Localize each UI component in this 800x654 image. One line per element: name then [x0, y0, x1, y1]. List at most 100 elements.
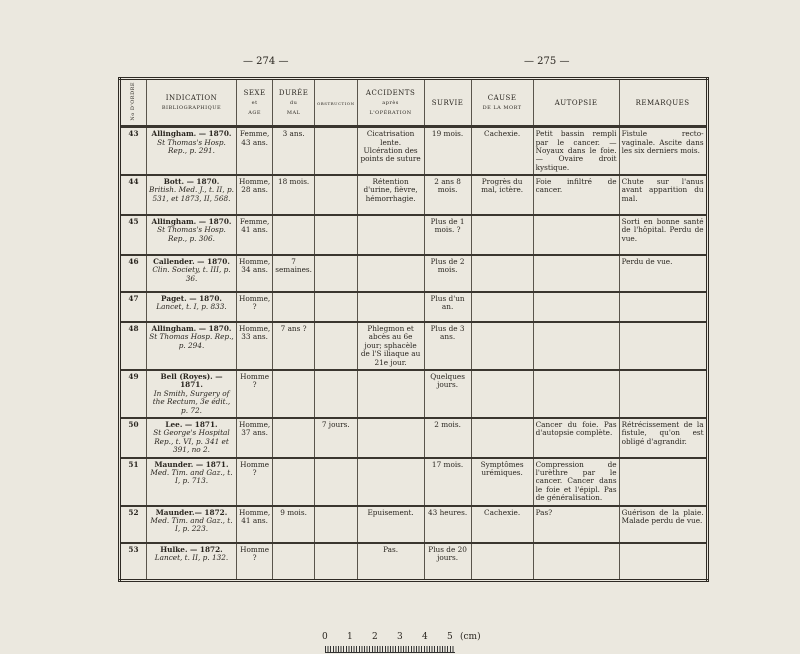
cell-indication: Allingham. — 1870. St Thomas's Hosp. Rep.…: [146, 214, 237, 256]
cell-sexe: Homme, 28 ans.: [235, 174, 274, 216]
cell-obstruction: [313, 254, 358, 293]
cell-num: 46: [119, 254, 147, 293]
author: Bell (Royes). — 1871.: [160, 372, 223, 390]
header-obstruction: OBSTRUCTION: [313, 77, 358, 129]
cell-indication: Allingham. — 1870. St Thomas Hosp. Rep., …: [146, 321, 237, 371]
cell-indication: Bell (Royes). — 1871. In Smith, Surgery o…: [146, 369, 237, 419]
cell-accidents: [356, 416, 425, 459]
table-row: 53 Hulke. — 1872. Lancet, t. II, p. 132. Ho…: [119, 541, 708, 581]
cell-sexe: Homme ?: [235, 456, 274, 506]
cell-obstruction: [313, 456, 358, 506]
cell-accidents: [356, 254, 425, 293]
author: Maunder. — 1871.: [154, 459, 229, 469]
cell-autopsie: Pas?: [532, 504, 620, 543]
author: Allingham. — 1870.: [151, 217, 232, 227]
cell-indication: Bott. — 1870. British. Med. J., t. II, p.…: [146, 174, 237, 216]
cell-duree: [272, 541, 315, 581]
scale-label: 2: [372, 632, 378, 642]
cell-autopsie: [532, 291, 620, 323]
cell-remarques: [618, 321, 708, 371]
table-row: 50 Lee. — 1871. St George's Hospital Rep.,…: [119, 416, 708, 459]
cell-survie: 19 mois.: [423, 125, 472, 176]
cell-survie: Plus de 1 mois. ?: [423, 214, 472, 256]
cell-cause: Cachexie.: [470, 504, 534, 543]
cell-num: 53: [119, 541, 147, 581]
table-row: 45 Allingham. — 1870. St Thomas's Hosp. Re…: [119, 214, 708, 256]
cell-survie: Plus de 20 jours.: [423, 541, 472, 581]
header-survie: SURVIE: [423, 77, 472, 129]
cell-sexe: Homme ?: [235, 369, 274, 419]
cell-num: 49: [119, 369, 147, 419]
case-table: No D'ORDRE INDICATION BIBLIOGRAPHIQUE SEX…: [118, 77, 709, 582]
author: Callender. — 1870.: [153, 257, 230, 267]
reference: In Smith, Surgery of the Rectum, 3e édit…: [152, 388, 231, 415]
cell-duree: [272, 291, 315, 323]
author: Allingham. — 1870.: [151, 129, 232, 139]
cell-obstruction: [313, 214, 358, 256]
cell-autopsie: Cancer du foie. Pas d'autopsie complète.: [532, 416, 620, 459]
reference: Med. Tim. and Gaz., t. I, p. 223.: [150, 515, 233, 534]
cell-survie: 2 ans 8 mois.: [423, 174, 472, 216]
cell-indication: Hulke. — 1872. Lancet, t. II, p. 132.: [146, 541, 237, 581]
cell-obstruction: [313, 321, 358, 371]
author: Lee. — 1871.: [165, 419, 218, 429]
cell-duree: [272, 369, 315, 419]
header-indication: INDICATION BIBLIOGRAPHIQUE: [146, 77, 237, 129]
cell-accidents: Rétention d'urine, fièvre, hémorrhagie.: [356, 174, 425, 216]
cell-accidents: Epuisement.: [356, 504, 425, 543]
cell-cause: [470, 254, 534, 293]
reference: Lancet, t. II, p. 132.: [154, 552, 229, 562]
cell-cause: Symptômes urémiques.: [470, 456, 534, 506]
cell-obstruction: [313, 369, 358, 419]
scale-label: 1: [347, 632, 353, 642]
table-row: 43 Allingham. — 1870. St Thomas's Hosp. Re…: [119, 125, 708, 176]
cell-survie: Plus d'un an.: [423, 291, 472, 323]
author: Allingham. — 1870.: [151, 324, 232, 334]
reference: St Thomas's Hosp. Rep., p. 306.: [157, 225, 226, 243]
cell-num: 52: [119, 504, 147, 543]
header-remarques: REMARQUES: [618, 77, 708, 129]
scale-label: (cm): [460, 632, 481, 642]
cell-remarques: [618, 291, 708, 323]
cell-remarques: Chute sur l'anus avant apparition du mal…: [618, 174, 708, 216]
scale-ruler: [325, 646, 455, 653]
cell-remarques: Guérison de la plaie. Malade perdu de vu…: [618, 504, 708, 543]
header-duree: DURÉE du MAL: [272, 77, 315, 129]
table-row: 44 Bott. — 1870. British. Med. J., t. II, …: [119, 174, 708, 216]
page-number-right: — 275 —: [524, 56, 570, 67]
cell-duree: 7 ans ?: [272, 321, 315, 371]
cell-indication: Allingham. — 1870. St Thomas's Hosp. Rep.…: [146, 125, 237, 176]
cell-remarques: [618, 541, 708, 581]
scale-label: 3: [397, 632, 403, 642]
scale-label: 4: [422, 632, 428, 642]
cell-num: 44: [119, 174, 147, 216]
cell-autopsie: [532, 254, 620, 293]
author: Paget. — 1870.: [161, 294, 222, 304]
cell-sexe: Femme, 43 ans.: [235, 125, 274, 176]
cell-autopsie: Petit bassin rempli par le cancer. — Noy…: [532, 125, 620, 176]
cell-survie: Quelques jours.: [423, 369, 472, 419]
cell-cause: [470, 416, 534, 459]
cell-autopsie: Foie infiltré de cancer.: [532, 174, 620, 216]
cell-accidents: Phlegmon et abcès au 6e jour; sphacèle d…: [356, 321, 425, 371]
cell-sexe: Homme, 37 ans.: [235, 416, 274, 459]
cell-remarques: Perdu de vue.: [618, 254, 708, 293]
header-sexe: SEXE et AGE: [235, 77, 274, 129]
cell-num: 45: [119, 214, 147, 256]
table-row: 51 Maunder. — 1871. Med. Tim. and Gaz., t.…: [119, 456, 708, 506]
cell-autopsie: Compression de l'urèthre par le cancer. …: [532, 456, 620, 506]
reference: St Thomas Hosp. Rep., p. 294.: [149, 332, 234, 350]
cell-sexe: Homme, 33 ans.: [235, 321, 274, 371]
cell-autopsie: [532, 321, 620, 371]
cell-accidents: [356, 214, 425, 256]
cell-cause: Progrès du mal, ictère.: [470, 174, 534, 216]
cell-accidents: [356, 291, 425, 323]
cell-indication: Lee. — 1871. St George's Hospital Rep., t…: [146, 416, 237, 459]
table-row: 49 Bell (Royes). — 1871. In Smith, Surgery…: [119, 369, 708, 419]
cell-autopsie: [532, 369, 620, 419]
cell-sexe: Homme, ?: [235, 291, 274, 323]
author: Maunder.— 1872.: [155, 507, 228, 517]
cell-obstruction: [313, 174, 358, 216]
cell-obstruction: [313, 125, 358, 176]
cell-sexe: Homme, 41 ans.: [235, 504, 274, 543]
